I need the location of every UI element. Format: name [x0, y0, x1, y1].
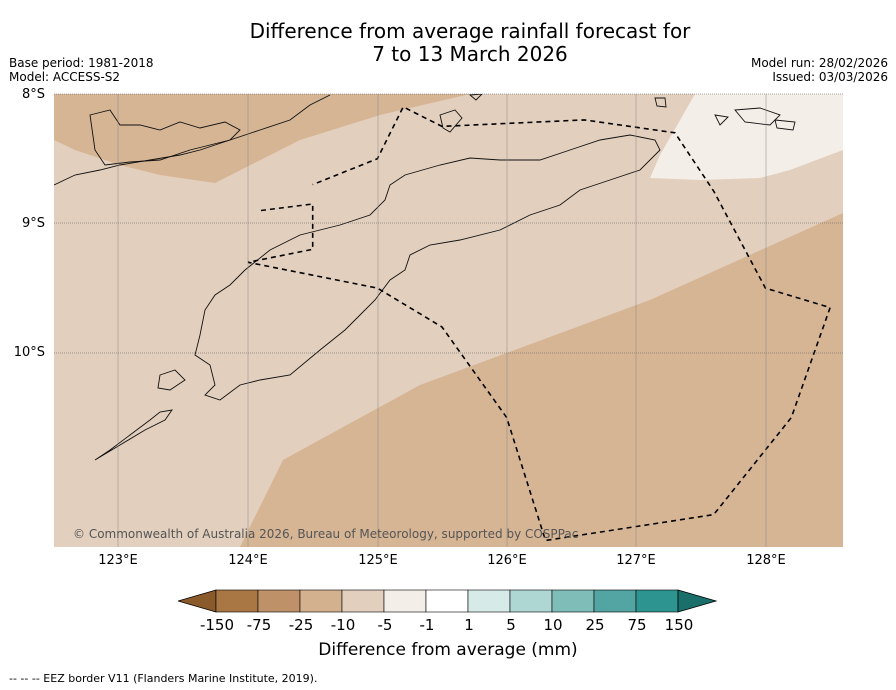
meta-left: Base period: 1981-2018 Model: ACCESS-S2 — [9, 56, 154, 84]
legend-swatch — [425, 589, 469, 613]
legend-title: Difference from average (mm) — [318, 640, 578, 660]
meta-right: Model run: 28/02/2026 Issued: 03/03/2026 — [751, 56, 888, 84]
zone-drier-south — [240, 213, 843, 547]
legend-label: 25 — [585, 616, 605, 634]
lon-label-127e: 127°E — [616, 553, 656, 568]
legend-label: 1 — [464, 616, 474, 634]
legend-label: -1 — [419, 616, 435, 634]
zone-drier-north — [54, 94, 470, 183]
lon-label-128e: 128°E — [746, 553, 786, 568]
legend-swatch — [257, 589, 301, 613]
lat-label-9s: 9°S — [21, 216, 45, 231]
lon-label-126e: 126°E — [487, 553, 527, 568]
legend-label: -10 — [330, 616, 356, 634]
legend-swatch — [509, 589, 553, 613]
legend-label: 10 — [543, 616, 563, 634]
legend-label: -150 — [199, 616, 235, 634]
legend-swatch — [299, 589, 343, 613]
eez-footnote: -- -- -- EEZ border V11 (Flanders Marine… — [9, 672, 318, 685]
legend-swatch — [341, 589, 385, 613]
gridlines — [54, 93, 843, 354]
model-name: Model: ACCESS-S2 — [9, 70, 121, 84]
model-run: Model run: 28/02/2026 — [750, 56, 888, 70]
legend-swatch — [467, 589, 511, 613]
zone-near-normal — [650, 94, 843, 180]
legend-label: 75 — [627, 616, 647, 634]
lat-label-8s: 8°S — [21, 87, 45, 102]
legend-label: -5 — [377, 616, 393, 634]
legend-swatch — [635, 589, 679, 613]
legend-swatch — [551, 589, 595, 613]
legend-label: 150 — [664, 616, 694, 634]
lon-label-123e: 123°E — [98, 553, 138, 568]
lat-label-10s: 10°S — [13, 345, 45, 360]
legend-arrow-high — [677, 589, 718, 613]
legend-swatch — [383, 589, 427, 613]
legend-swatch — [215, 589, 259, 613]
copyright-credit: © Commonwealth of Australia 2026, Bureau… — [73, 527, 579, 541]
meridians — [117, 94, 767, 547]
colorbar — [178, 589, 718, 613]
legend-arrow-low — [178, 589, 217, 613]
lon-label-124e: 124°E — [228, 553, 268, 568]
legend-label: -25 — [288, 616, 314, 634]
coastlines — [54, 94, 796, 461]
map-title: Difference from average rainfall forecas… — [0, 20, 896, 66]
legend-label: 5 — [506, 616, 516, 634]
issued-date: Issued: 03/03/2026 — [772, 70, 888, 84]
lon-label-125e: 125°E — [358, 553, 398, 568]
legend-label: -75 — [246, 616, 272, 634]
base-period: Base period: 1981-2018 — [9, 56, 154, 70]
title-line-2: 7 to 13 March 2026 — [372, 42, 568, 66]
title-line-1: Difference from average rainfall forecas… — [249, 19, 691, 43]
legend-swatch — [593, 589, 637, 613]
